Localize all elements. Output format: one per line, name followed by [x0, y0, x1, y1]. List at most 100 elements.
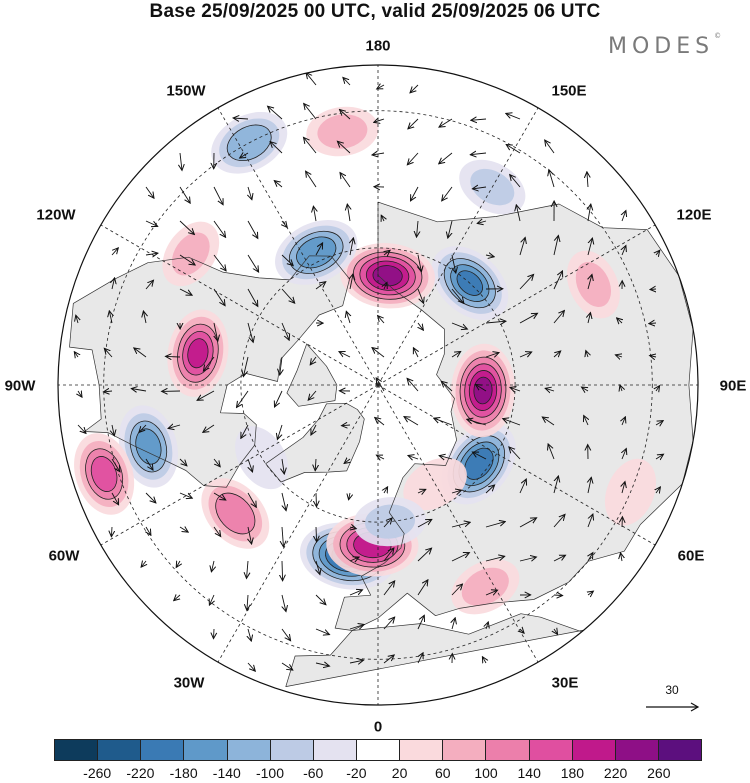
wind-arrow [377, 85, 385, 89]
wind-arrow [346, 311, 350, 324]
wind-arrow [621, 553, 623, 562]
logo-mark: © [714, 32, 722, 40]
longitude-line [100, 224, 379, 386]
positive-anomaly-center [306, 106, 379, 157]
wind-arrow [111, 248, 118, 256]
wind-arrow [179, 220, 194, 235]
wind-arrow [197, 390, 215, 400]
wind-arrow [582, 387, 589, 391]
longitude-line [377, 384, 539, 663]
map-title: Base 25/09/2025 00 UTC, valid 25/09/2025… [149, 1, 601, 22]
wind-arrow [548, 444, 555, 460]
wind-arrow [247, 288, 258, 306]
wind-arrow [417, 489, 426, 493]
wind-arrow [384, 487, 388, 493]
reference-vector: 30 [640, 683, 704, 717]
wind-arrow [650, 356, 656, 358]
colorbar-cell [658, 740, 702, 760]
colorbar-tick-label: -140 [212, 765, 241, 781]
wind-arrow [588, 591, 593, 595]
wind-arrow [349, 625, 364, 630]
wind-arrow [311, 424, 316, 435]
wind-arrow [485, 590, 498, 595]
wind-arrow [315, 663, 330, 666]
wind-arrow [350, 238, 353, 256]
wind-arrow [247, 594, 248, 610]
wind-arrow [452, 618, 455, 630]
wind-arrow [451, 352, 461, 358]
longitude-label-90w: 90W [4, 377, 36, 395]
wind-arrow [510, 175, 521, 188]
wind-arrow [418, 254, 421, 272]
wind-arrow [519, 274, 534, 290]
wind-arrow [622, 482, 625, 494]
longitude-label-30e: 30E [551, 674, 579, 692]
positive-anomaly-center [340, 243, 436, 309]
wind-arrow [112, 424, 114, 436]
wind-arrow [240, 153, 249, 158]
colorbar-tick-label: -60 [303, 765, 324, 781]
wind-arrow [381, 215, 384, 221]
wind-arrow [145, 253, 158, 255]
wind-arrow [145, 186, 154, 198]
wind-arrow [213, 458, 220, 467]
wind-arrow [407, 378, 419, 392]
wind-arrow [103, 391, 113, 392]
wind-arrow [375, 418, 385, 426]
longitude-line [217, 384, 379, 663]
colorbar-cell [486, 740, 530, 760]
wind-arrow [622, 246, 626, 256]
wind-arrow [553, 311, 564, 324]
latitude-circle [103, 110, 653, 660]
wind-arrow [339, 352, 351, 358]
wind-arrow [203, 424, 215, 432]
wind-arrow [656, 250, 660, 255]
wind-arrow [270, 142, 283, 154]
colorbar-tick-label: -20 [346, 765, 367, 781]
wind-arrow [655, 421, 663, 425]
wind-arrow [441, 381, 453, 392]
wind-arrow [451, 288, 464, 304]
wind-arrow [145, 220, 158, 226]
reference-vector-label: 30 [665, 683, 679, 697]
wind-arrow [482, 657, 486, 663]
longitude-label-30w: 30W [173, 674, 205, 692]
colorbar-cell [615, 740, 659, 760]
wind-arrow [519, 352, 532, 357]
wind-arrow [503, 419, 521, 426]
wind-arrow [337, 141, 351, 154]
wind-arrow [477, 221, 487, 223]
wind-arrow [656, 386, 660, 391]
wind-arrow [584, 416, 588, 426]
wind-arrow [145, 492, 156, 503]
wind-arrow [281, 662, 293, 670]
longitude-label-150w: 150W [166, 82, 206, 100]
wind-arrow [174, 595, 180, 601]
colorbar-cell [55, 740, 99, 760]
wind-arrow [485, 321, 506, 323]
wind-arrow [180, 152, 182, 170]
wind-arrow [588, 274, 592, 290]
longitude-label-90e: 90E [719, 377, 747, 395]
wind-arrow [247, 220, 258, 238]
wind-arrow [471, 119, 487, 120]
wind-arrow [281, 628, 291, 641]
wind-arrow [372, 153, 385, 155]
wind-arrow [439, 152, 453, 164]
wind-arrow [451, 584, 463, 596]
wind-arrow [404, 417, 419, 426]
wind-arrow [179, 288, 192, 295]
colorbar-tick-label: 180 [560, 765, 585, 781]
wind-arrow [587, 172, 588, 188]
wind-arrow [587, 514, 593, 528]
wind-arrow [247, 662, 255, 671]
colorbar-tick-label: 100 [474, 765, 498, 781]
wind-arrow [213, 220, 226, 237]
colorbar-cell [270, 740, 314, 760]
wind-arrow [615, 355, 623, 357]
wind-arrow [417, 615, 424, 630]
arctic-islands-landmass [286, 343, 337, 407]
wind-arrow [485, 485, 495, 494]
longitude-label-120e: 120E [676, 206, 712, 224]
wind-arrow [342, 425, 351, 426]
